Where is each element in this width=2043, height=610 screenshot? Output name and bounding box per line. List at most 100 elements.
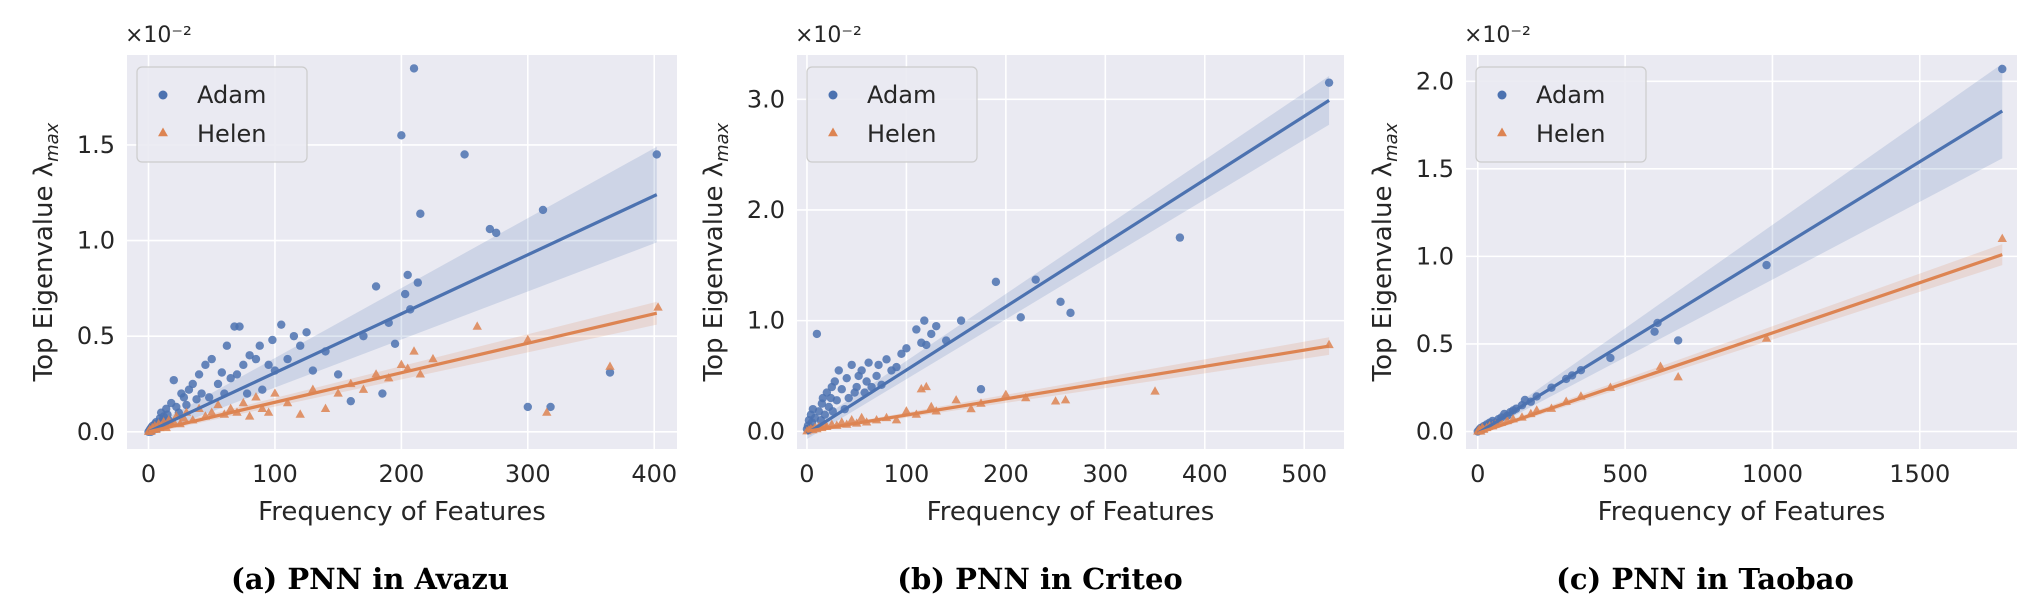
data-point-adam xyxy=(251,354,261,364)
data-point-helen xyxy=(605,361,615,370)
data-point-helen xyxy=(1001,389,1011,398)
legend-marker-helen xyxy=(828,127,838,137)
data-point-adam xyxy=(874,360,883,370)
data-point-helen xyxy=(1050,396,1061,405)
data-point-helen xyxy=(1150,386,1160,395)
data-point-helen xyxy=(333,388,343,397)
confidence-band-adam xyxy=(806,76,1330,440)
data-point-helen xyxy=(225,403,236,412)
legend-box xyxy=(1475,66,1647,163)
y-axis-label-subscript: max xyxy=(712,122,733,162)
y-tick-label: 0.0 xyxy=(747,417,785,445)
data-point-adam xyxy=(302,328,311,337)
data-point-adam xyxy=(1066,308,1075,318)
data-point-helen xyxy=(966,403,976,413)
data-point-adam xyxy=(852,382,861,392)
y-tick-label: 0.5 xyxy=(1416,330,1454,358)
data-point-adam xyxy=(991,277,1001,287)
data-point-adam xyxy=(346,396,355,406)
data-point-adam xyxy=(1031,275,1040,284)
data-point-adam xyxy=(830,377,839,386)
y-axis-label-main: Top Eigenvalue λ xyxy=(699,162,729,382)
data-point-adam xyxy=(179,393,189,402)
data-point-adam xyxy=(1324,78,1334,87)
data-point-adam xyxy=(268,335,277,345)
data-point-adam xyxy=(400,289,410,299)
data-point-adam xyxy=(308,366,318,375)
data-point-adam xyxy=(416,209,425,218)
chart-panel-1: 0 100 200 300 400 500 0.0 1.0 2.0 3.0 ×10⁻² Frequen… xyxy=(699,23,1344,527)
y-tick-label: 1.5 xyxy=(1416,155,1454,183)
regression-line-helen xyxy=(806,344,1330,433)
data-point-adam xyxy=(538,205,548,215)
data-point-adam xyxy=(1650,327,1659,336)
data-point-adam xyxy=(864,358,873,367)
data-point-helen xyxy=(270,388,280,397)
data-point-helen xyxy=(542,407,552,416)
data-point-helen xyxy=(238,397,249,407)
data-point-helen xyxy=(1997,233,2007,242)
legend-label-helen: Helen xyxy=(867,120,936,148)
x-tick-label: 500 xyxy=(1281,460,1327,488)
data-point-adam xyxy=(956,316,966,325)
data-point-helen xyxy=(856,412,867,422)
data-point-adam xyxy=(222,341,232,350)
x-tick-label: 1500 xyxy=(1889,460,1950,488)
data-point-helen xyxy=(244,411,255,420)
data-point-adam xyxy=(862,377,871,386)
x-tick-label: 400 xyxy=(1182,460,1228,488)
data-point-adam xyxy=(390,339,400,349)
x-tick-label: 300 xyxy=(505,460,551,488)
y-axis-label: Top Eigenvalue λmax xyxy=(699,122,733,382)
x-tick-label: 0 xyxy=(1470,460,1485,488)
legend: Adam Helen xyxy=(1475,66,1647,163)
data-point-helen xyxy=(320,403,331,412)
data-point-adam xyxy=(371,282,381,291)
data-point-helen xyxy=(926,401,936,411)
regression-line-adam xyxy=(147,193,658,434)
y-axis-label-main: Top Eigenvalue λ xyxy=(1368,162,1398,382)
data-point-adam xyxy=(289,331,299,341)
data-point-adam xyxy=(1056,297,1065,307)
y-tick-label: 0.0 xyxy=(77,418,115,446)
data-point-adam xyxy=(832,396,841,405)
data-point-adam xyxy=(232,370,242,379)
data-point-helen xyxy=(409,346,419,355)
data-point-helen xyxy=(263,407,274,416)
data-point-adam xyxy=(1016,313,1025,322)
data-point-helen xyxy=(921,381,931,391)
data-point-adam xyxy=(857,366,866,375)
x-tick-label: 200 xyxy=(378,460,424,488)
data-point-adam xyxy=(296,341,305,350)
data-point-adam xyxy=(834,366,843,375)
data-point-helen xyxy=(837,417,847,426)
data-point-helen xyxy=(1655,361,1666,370)
data-point-adam xyxy=(204,393,214,402)
data-point-adam xyxy=(820,410,830,419)
y-tick-label: 1.5 xyxy=(77,131,115,159)
x-axis-label: Frequency of Features xyxy=(258,497,546,527)
data-point-helen xyxy=(472,321,482,330)
data-point-adam xyxy=(192,395,201,404)
data-point-helen xyxy=(295,409,305,418)
data-point-helen xyxy=(523,334,533,344)
data-point-helen xyxy=(847,415,857,424)
y-axis-label: Top Eigenvalue λmax xyxy=(29,122,63,382)
data-point-helen xyxy=(916,384,926,393)
data-point-adam xyxy=(485,224,495,234)
data-point-adam xyxy=(1606,353,1615,363)
x-tick-label: 100 xyxy=(883,460,929,488)
x-tick-label: 500 xyxy=(1602,460,1648,488)
y-axis-label-main: Top Eigenvalue λ xyxy=(29,162,59,382)
data-point-adam xyxy=(1175,233,1185,242)
data-point-helen xyxy=(1060,395,1071,404)
legend-label-adam: Adam xyxy=(867,81,936,109)
x-tick-label: 300 xyxy=(1082,460,1128,488)
y-tick-label: 2.0 xyxy=(1416,67,1454,95)
data-point-adam xyxy=(976,385,986,394)
legend-marker-adam xyxy=(1497,90,1507,100)
data-point-adam xyxy=(213,379,223,389)
y-axis-exponent: ×10⁻² xyxy=(125,23,192,48)
data-point-adam xyxy=(605,368,615,377)
